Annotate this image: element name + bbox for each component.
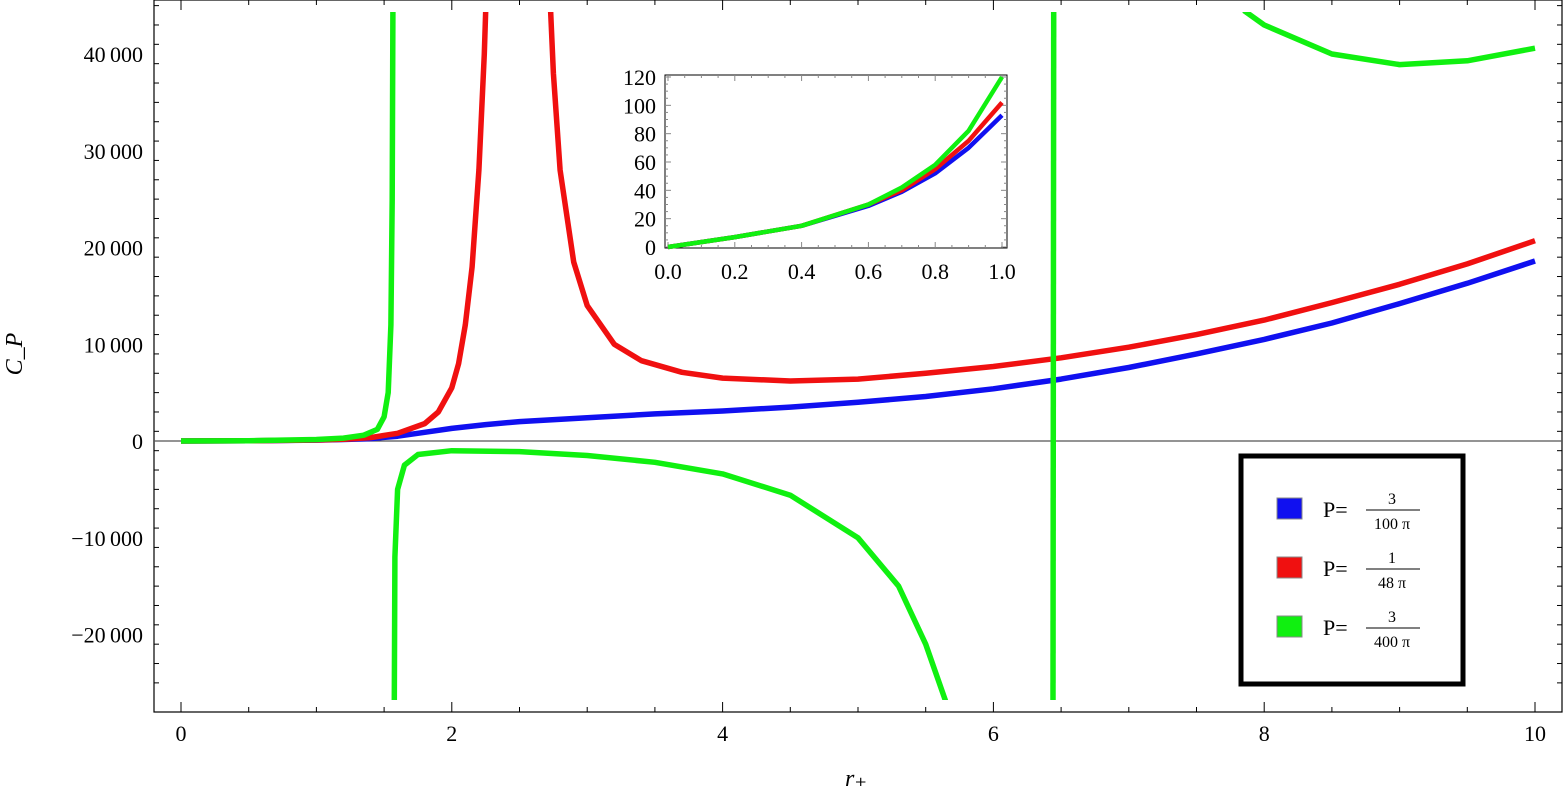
legend-numerator: 3 (1388, 609, 1396, 626)
legend-label: P= (1323, 497, 1348, 522)
series-line-3-segment-2 (391, 447, 949, 700)
y-tick-label: −10 000 (71, 526, 143, 551)
inset-x-tick-label: 0.4 (788, 259, 816, 284)
y-tick-label: 30 000 (84, 139, 143, 164)
x-tick-label: 4 (717, 721, 728, 746)
legend-denominator: 400 π (1374, 634, 1410, 651)
legend-numerator: 1 (1388, 550, 1396, 567)
series-line-2-segment-2 (547, 12, 1536, 384)
axis-ticks (154, 0, 1562, 712)
inset-y-tick-label: 0 (645, 235, 656, 260)
x-axis-title: r₊ (845, 766, 867, 791)
inset-x-tick-label: 0.2 (721, 259, 749, 284)
inset-y-tick-label: 20 (634, 207, 656, 232)
inset-series-layer (667, 75, 1004, 250)
x-tick-label: 8 (1259, 721, 1270, 746)
inset-tick-labels: 0.0 0.2 0.4 0.6 0.8 1.0 0 20 40 60 80 100 120 (623, 65, 1016, 284)
series-line-3-segment-1 (180, 12, 396, 444)
inset-y-tick-label: 40 (634, 178, 656, 203)
inset-x-tick-label: 0.0 (654, 259, 682, 284)
legend-swatch (1276, 556, 1303, 579)
y-axis-title: C_P (2, 332, 28, 375)
inset-x-tick-label: 0.6 (855, 259, 883, 284)
x-tick-label: 2 (446, 721, 457, 746)
inset-y-tick-label: 100 (623, 93, 656, 118)
y-tick-label: 40 000 (84, 42, 143, 67)
legend-label: P= (1323, 556, 1348, 581)
x-tick-label: 0 (176, 721, 187, 746)
series-line-3-segment-3 (1050, 12, 1057, 700)
y-tick-label: −20 000 (71, 623, 143, 648)
series-layer (180, 12, 1536, 700)
inset-y-tick-label: 60 (634, 150, 656, 175)
inset-series-line-3 (667, 75, 1004, 250)
x-tick-label: 10 (1524, 721, 1546, 746)
x-tick-label: 6 (988, 721, 999, 746)
inset-y-tick-label: 80 (634, 122, 656, 147)
legend-box (1238, 453, 1466, 687)
series-line-3-segment-4 (1242, 12, 1536, 68)
y-tick-label: 10 000 (84, 332, 143, 357)
legend: P= 3 100 π P= 1 48 π P= 3 400 π (1238, 453, 1466, 687)
y-tick-label: 20 000 (84, 236, 143, 261)
inset-x-tick-label: 0.8 (921, 259, 949, 284)
inset-y-tick-label: 120 (623, 65, 656, 90)
legend-numerator: 3 (1388, 491, 1396, 508)
inset-chart: 0.0 0.2 0.4 0.6 0.8 1.0 0 20 40 60 80 100 120 (623, 65, 1016, 284)
inset-frame (664, 74, 1008, 249)
inset-x-tick-label: 1.0 (988, 259, 1016, 284)
legend-denominator: 48 π (1378, 575, 1406, 592)
legend-swatch (1276, 497, 1303, 520)
legend-denominator: 100 π (1374, 516, 1410, 533)
legend-swatch (1276, 615, 1303, 638)
y-tick-label: 0 (132, 429, 143, 454)
legend-label: P= (1323, 615, 1348, 640)
inset-ticks (665, 75, 1007, 248)
